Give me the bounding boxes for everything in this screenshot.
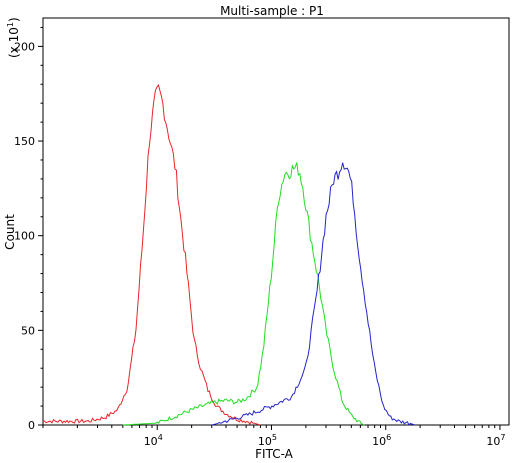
x-axis-label: FITC-A [255, 447, 294, 461]
svg-text:(x 101): (x 101) [6, 17, 21, 58]
x-tick-label: 104 [144, 433, 163, 448]
y-tick-label: 100 [14, 230, 35, 243]
series-layer [42, 84, 416, 426]
y-tick-label: 0 [28, 419, 35, 432]
series-line-1 [42, 84, 261, 426]
series-line-3 [211, 162, 416, 426]
y-scale-note-exp: 1 [6, 22, 15, 27]
x-tick-label: 107 [486, 433, 505, 448]
y-scale-note-close: ) [7, 17, 21, 22]
series-line-2 [122, 162, 365, 426]
y-axis-label: Count [3, 214, 17, 250]
chart-title: Multi-sample : P1 [220, 4, 324, 18]
x-tick-label: 105 [258, 433, 277, 448]
x-axis-ticks: 104 105 106 107 [42, 425, 506, 448]
y-tick-label: 150 [14, 135, 35, 148]
y-axis-ticks: 0 50 100 150 200 [14, 26, 43, 432]
y-tick-label: 50 [21, 324, 35, 337]
plot-frame [42, 17, 510, 426]
y-scale-note: (x 101) [6, 17, 21, 58]
y-tick-label: 200 [14, 40, 35, 53]
x-tick-label: 106 [372, 433, 391, 448]
y-scale-note-text: (x 10 [7, 27, 21, 58]
